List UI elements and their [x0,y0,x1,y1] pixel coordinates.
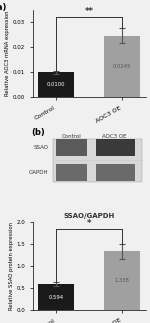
Y-axis label: Relative AOC3 mRNA expression: Relative AOC3 mRNA expression [5,11,10,96]
Text: 0.0100: 0.0100 [47,82,66,87]
Title: SSAO/GAPDH: SSAO/GAPDH [64,213,115,219]
Text: (b): (b) [31,128,45,137]
Bar [38,72,74,97]
Text: GAPDH: GAPDH [29,170,49,175]
Text: 1.338: 1.338 [115,278,130,283]
Text: 0.594: 0.594 [49,295,64,299]
Text: AOC3 OE: AOC3 OE [102,134,126,139]
Bar [38,284,74,310]
FancyBboxPatch shape [96,164,135,181]
FancyBboxPatch shape [56,164,87,181]
Text: SSAO: SSAO [34,145,49,150]
FancyBboxPatch shape [96,139,135,156]
Text: (a): (a) [0,3,7,12]
Y-axis label: Relative SSAO protein expression: Relative SSAO protein expression [9,222,14,310]
Text: 0.0245: 0.0245 [113,64,132,69]
FancyBboxPatch shape [56,139,87,156]
Text: Control: Control [61,134,81,139]
FancyBboxPatch shape [53,139,142,182]
Text: **: ** [85,7,94,16]
Bar [104,36,140,97]
Bar [104,251,140,310]
Text: *: * [87,219,92,228]
